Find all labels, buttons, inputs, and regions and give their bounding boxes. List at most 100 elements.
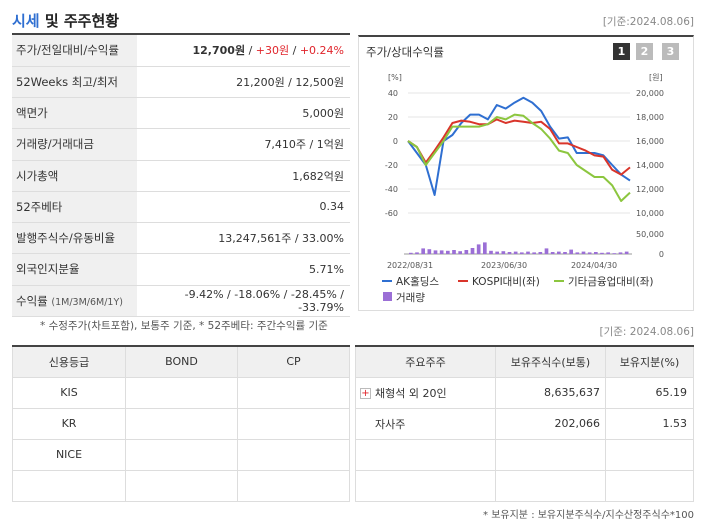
chart-panel <box>358 35 694 311</box>
table-row: NICE <box>12 438 350 471</box>
left-tick-label: 40 <box>388 89 398 98</box>
volume-bar <box>452 250 456 254</box>
volume-bar <box>433 250 438 254</box>
volume-bar <box>520 252 524 254</box>
holder-name: 채형석 외 20인 <box>375 386 447 400</box>
cp-rating <box>237 407 350 440</box>
volume-bars <box>409 242 629 254</box>
holder-pct <box>605 438 694 471</box>
legend-label: KOSPI대비(좌) <box>472 276 540 288</box>
x-tick-label: 2022/08/31 <box>387 261 433 270</box>
col-header: 주요주주 <box>355 345 496 378</box>
agency-name <box>12 469 126 502</box>
volume-bar <box>415 252 419 254</box>
col-header: CP <box>237 345 350 378</box>
volume-bar <box>612 253 617 254</box>
mcap-label: 시가총액 <box>12 160 137 192</box>
volume-bar <box>563 252 567 254</box>
separator: / <box>280 287 291 301</box>
volume-label: 거래량/거래대금 <box>12 128 137 161</box>
col-header: 보유지분(%) <box>605 345 694 378</box>
credit-rating-table: 신용등급 BOND CP KIS KR NICE <box>12 345 350 502</box>
right-tick-label: 18,000 <box>636 113 664 122</box>
cp-rating <box>237 469 350 502</box>
right-tick-label: 12,000 <box>636 185 664 194</box>
volume-bar <box>587 252 592 254</box>
volume-bar <box>421 248 425 254</box>
price-change-pct: +0.24% <box>299 44 344 58</box>
return-6m: -28.45% <box>290 287 337 301</box>
major-shareholders-table: 주요주주 보유주식수(보통) 보유지분(%) + 채형석 외 20인 8,635,… <box>355 345 694 502</box>
legend-label: 거래량 <box>396 292 425 304</box>
holder-name <box>355 469 496 502</box>
volume-bar <box>489 250 493 254</box>
left-tick-label: -40 <box>385 185 398 194</box>
price-label: 주가/전일대비/수익률 <box>12 35 137 67</box>
volume-bar <box>439 250 444 254</box>
par-label: 액면가 <box>12 97 137 130</box>
cp-rating <box>237 376 350 409</box>
right-tick-label: 14,000 <box>636 161 664 170</box>
series-line <box>407 118 631 176</box>
title-rest: 및 주주현황 <box>39 12 120 30</box>
volume-bar <box>557 251 561 254</box>
right-tick-label: 10,000 <box>636 209 664 218</box>
volume-bar <box>483 242 487 254</box>
return-period: (1M/3M/6M/1Y) <box>51 296 123 308</box>
price-change: +30원 <box>255 44 290 58</box>
chart-legend: AK홀딩스 KOSPI대비(좌) 기타금융업대비(좌) 거래량 <box>382 275 653 304</box>
agency-name: NICE <box>12 438 126 471</box>
table-row: 시가총액 1,682억원 <box>12 160 350 192</box>
holder-name: 자사주 <box>355 407 496 440</box>
table-row: 발행주식수/유동비율 13,247,561주 / 33.00% <box>12 222 350 255</box>
table-row <box>355 438 694 471</box>
holder-shares <box>495 469 606 502</box>
period-button-2[interactable]: 2 <box>636 43 653 60</box>
table-row <box>12 469 350 502</box>
volume-bar <box>581 251 586 254</box>
legend-swatch <box>383 292 392 301</box>
chart-lines <box>407 96 631 202</box>
holder-shares <box>495 438 606 471</box>
cp-rating <box>237 438 350 471</box>
left-tick-label: -20 <box>385 161 398 170</box>
volume-bar <box>513 251 518 254</box>
holders-note: * 보유지분 : 보유지분주식수/지수산정주식수*100 <box>483 510 694 521</box>
volume-bar <box>550 252 555 254</box>
left-tick-label: -60 <box>385 209 398 218</box>
volume-bar <box>594 252 598 254</box>
legend-label: 기타금융업대비(좌) <box>568 275 653 288</box>
return-1y: -33.79% <box>298 300 344 314</box>
table-row: KIS <box>12 376 350 409</box>
bond-rating <box>125 376 238 409</box>
volume-bar <box>544 248 549 254</box>
title-highlight: 시세 <box>12 12 40 30</box>
left-tick-label: 20 <box>388 113 398 122</box>
volume-tick-label: 50,000 <box>636 230 664 239</box>
bond-rating <box>125 407 238 440</box>
x-tick-label: 2023/06/30 <box>481 261 527 270</box>
agency-name: KIS <box>12 376 126 409</box>
table-row: 거래량/거래대금 7,410주 / 1억원 <box>12 128 350 161</box>
separator: / <box>223 287 235 301</box>
volume-bar <box>624 251 629 254</box>
holder-name-cell[interactable]: + 채형석 외 20인 <box>355 376 496 409</box>
volume-bar <box>532 252 536 254</box>
return-value: -9.42% / -18.06% / -28.45% / -33.79% <box>137 285 350 317</box>
period-button-1[interactable]: 1 <box>613 43 630 60</box>
period-button-3[interactable]: 3 <box>662 43 679 60</box>
table-row: 자사주 202,066 1.53 <box>355 407 694 440</box>
separator: / <box>245 44 256 58</box>
base-date: [기준:2024.08.06] <box>602 16 694 28</box>
volume-bar <box>501 251 506 254</box>
shares-label: 발행주식수/유동비율 <box>12 222 137 255</box>
table-row: + 채형석 외 20인 8,635,637 65.19 <box>355 376 694 409</box>
return-label: 수익률 (1M/3M/6M/1Y) <box>12 285 137 317</box>
expand-icon[interactable]: + <box>360 388 371 399</box>
table-row: 52Weeks 최고/최저 21,200원 / 12,500원 <box>12 66 350 99</box>
wk52-value: 21,200원 / 12,500원 <box>137 66 350 99</box>
col-header: BOND <box>125 345 238 378</box>
legend-label: AK홀딩스 <box>396 275 439 288</box>
right-tick-label: 20,000 <box>636 89 664 98</box>
volume-bar <box>409 252 413 254</box>
